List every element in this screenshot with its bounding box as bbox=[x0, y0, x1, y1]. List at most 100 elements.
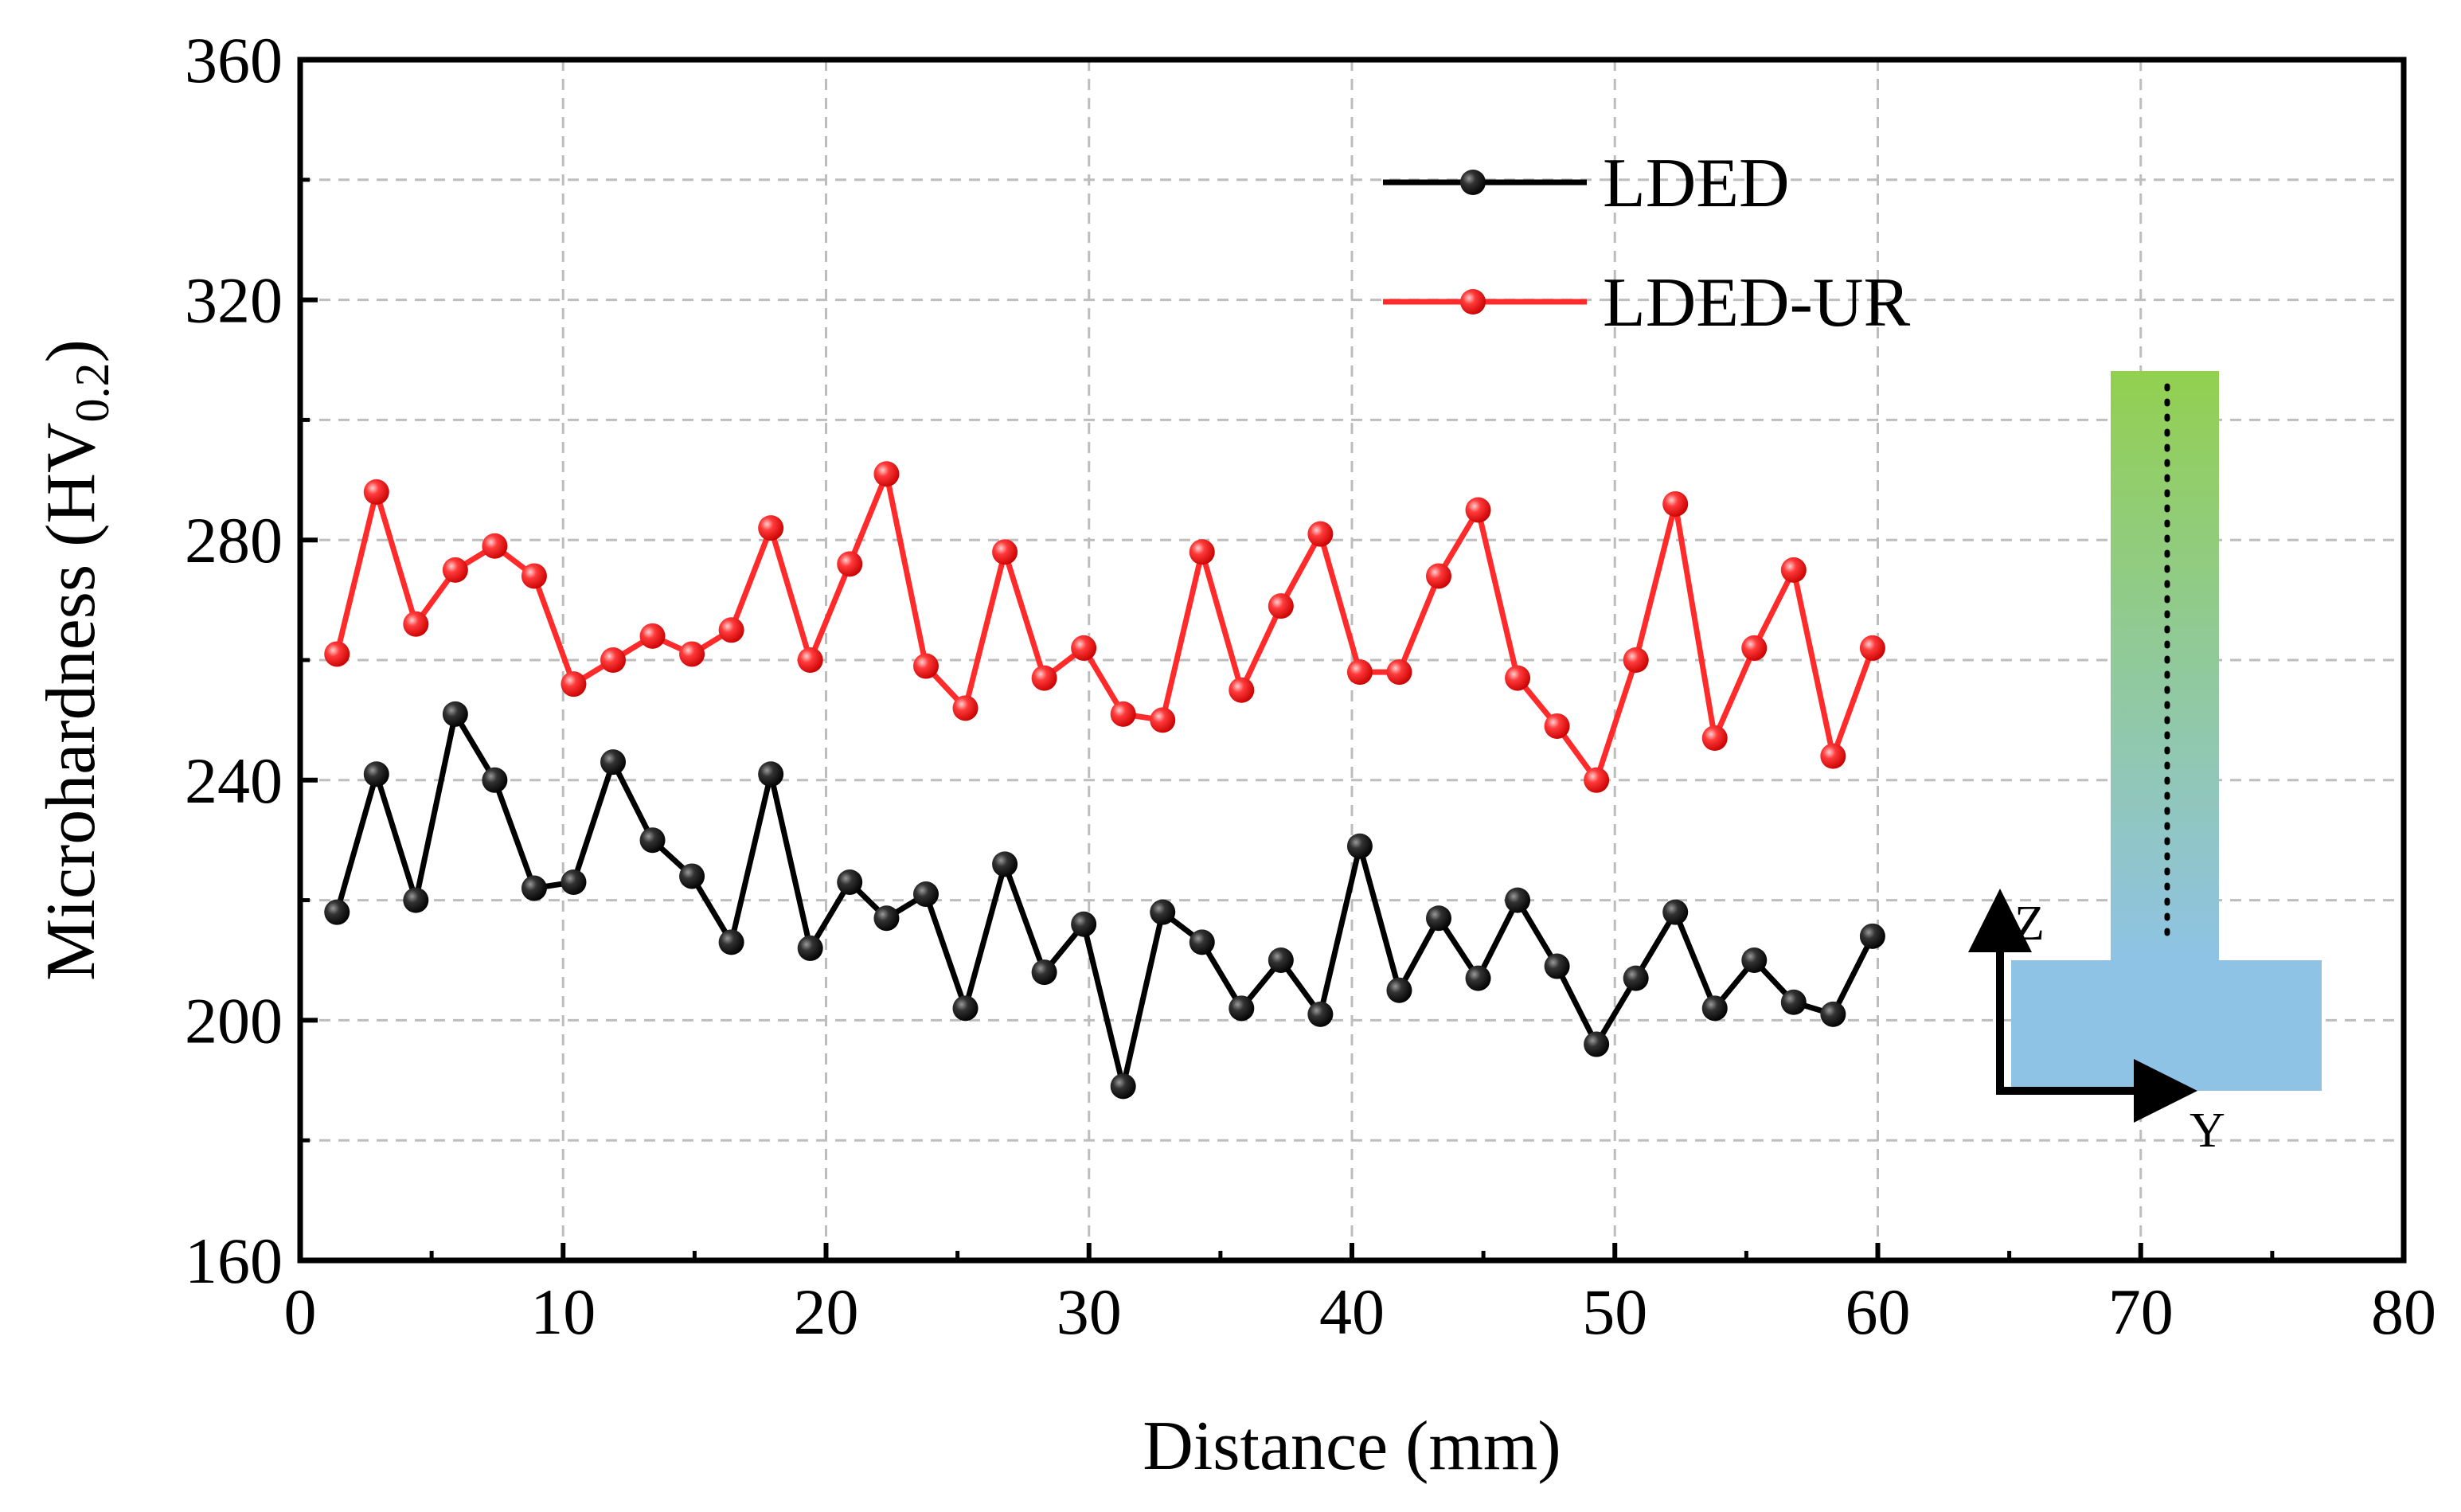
data-point-lded bbox=[639, 827, 666, 854]
legend-swatch-marker bbox=[1460, 170, 1486, 195]
data-point-lded bbox=[1505, 887, 1531, 913]
series-line-lded bbox=[334, 706, 1876, 1088]
data-point-lded bbox=[1150, 899, 1176, 925]
data-point-lded bbox=[1820, 1001, 1846, 1027]
legend-label: LDED bbox=[1603, 145, 1790, 222]
x-tick-label: 20 bbox=[794, 1276, 859, 1348]
data-point-lded-ur bbox=[1780, 557, 1807, 583]
data-series bbox=[324, 461, 1885, 1100]
data-point-lded bbox=[1031, 959, 1057, 986]
y-tick-label: 200 bbox=[185, 984, 283, 1057]
series-line-lded-ur bbox=[334, 464, 1876, 787]
data-point-lded-ur bbox=[992, 539, 1018, 565]
data-point-lded-ur bbox=[639, 623, 666, 649]
x-tick-label: 10 bbox=[530, 1276, 596, 1348]
data-point-lded bbox=[363, 761, 389, 787]
data-point-lded bbox=[912, 881, 939, 908]
inset-deposited-wall bbox=[2111, 371, 2219, 962]
data-point-lded-ur bbox=[718, 617, 744, 643]
data-point-lded-ur bbox=[1110, 701, 1136, 727]
data-point-lded bbox=[442, 701, 468, 727]
data-point-lded-ur bbox=[1859, 635, 1885, 661]
data-point-lded bbox=[1741, 947, 1768, 973]
data-point-lded bbox=[1780, 989, 1807, 1015]
data-point-lded-ur bbox=[482, 533, 508, 559]
data-point-lded-ur bbox=[1150, 707, 1176, 733]
data-point-lded bbox=[403, 887, 429, 913]
data-point-lded-ur bbox=[324, 641, 350, 667]
data-point-lded-ur bbox=[912, 653, 939, 679]
data-point-lded-ur bbox=[442, 557, 468, 583]
data-point-lded bbox=[1189, 929, 1215, 955]
data-point-lded bbox=[758, 761, 784, 787]
data-point-lded-ur bbox=[1425, 563, 1451, 589]
data-point-lded bbox=[1268, 947, 1294, 973]
data-point-lded-ur bbox=[1584, 767, 1610, 793]
series-lded bbox=[324, 701, 1885, 1100]
data-point-lded bbox=[1386, 977, 1412, 1003]
inset-t-part-sketch: Z Y bbox=[1968, 371, 2322, 1158]
y-axis-title: Microhardness (HV0.2) bbox=[33, 339, 119, 981]
data-point-lded-ur bbox=[1031, 665, 1057, 691]
x-tick-label: 50 bbox=[1582, 1276, 1647, 1348]
data-point-lded-ur bbox=[758, 515, 784, 541]
data-point-lded bbox=[718, 929, 744, 955]
legend-item-lded-ur: LDED-UR bbox=[1383, 264, 1910, 342]
data-point-lded bbox=[600, 749, 626, 776]
data-point-lded bbox=[1346, 833, 1373, 859]
data-point-lded bbox=[521, 875, 547, 901]
data-point-lded-ur bbox=[1544, 713, 1570, 739]
data-point-lded bbox=[837, 869, 863, 895]
x-tick-label: 0 bbox=[284, 1276, 317, 1348]
data-point-lded-ur bbox=[600, 647, 626, 673]
data-point-lded bbox=[1229, 995, 1255, 1022]
data-point-lded bbox=[679, 863, 705, 889]
data-point-lded-ur bbox=[1268, 593, 1294, 619]
legend: LDED LDED-UR bbox=[1383, 145, 1910, 342]
data-point-lded-ur bbox=[1623, 647, 1649, 673]
data-point-lded bbox=[1662, 899, 1689, 925]
x-tick-label: 30 bbox=[1057, 1276, 1122, 1348]
data-point-lded bbox=[1071, 911, 1097, 937]
y-tick-label: 360 bbox=[185, 24, 283, 96]
data-point-lded bbox=[1701, 995, 1728, 1022]
data-point-lded-ur bbox=[1701, 725, 1728, 752]
y-tick-label: 160 bbox=[185, 1225, 283, 1297]
data-point-lded bbox=[1465, 965, 1491, 991]
data-point-lded-ur bbox=[1741, 635, 1768, 661]
data-point-lded-ur bbox=[363, 479, 389, 505]
data-point-lded bbox=[1425, 905, 1451, 932]
data-point-lded-ur bbox=[1189, 539, 1215, 565]
data-point-lded-ur bbox=[403, 611, 429, 637]
data-point-lded-ur bbox=[873, 461, 900, 487]
y-axis-title-main: Microhardness (HV bbox=[33, 422, 110, 980]
legend-item-lded: LDED bbox=[1383, 145, 1790, 222]
data-point-lded-ur bbox=[952, 695, 979, 721]
x-tick-label: 40 bbox=[1319, 1276, 1385, 1348]
x-tick-label: 80 bbox=[2371, 1276, 2436, 1348]
data-point-lded-ur bbox=[1346, 659, 1373, 686]
grid-lines bbox=[300, 60, 2404, 1260]
y-axis-title-subscript: 0.2 bbox=[66, 362, 119, 422]
data-point-lded-ur bbox=[1662, 490, 1689, 517]
data-point-lded-ur bbox=[1307, 521, 1334, 547]
data-point-lded bbox=[873, 905, 900, 932]
data-point-lded bbox=[952, 995, 979, 1022]
x-tick-label: 70 bbox=[2108, 1276, 2174, 1348]
inset-y-label: Y bbox=[2190, 1104, 2225, 1158]
data-point-lded-ur bbox=[1505, 665, 1531, 691]
data-point-lded-ur bbox=[837, 551, 863, 577]
data-point-lded bbox=[561, 869, 587, 895]
y-tick-label: 280 bbox=[185, 504, 283, 576]
series-lded-ur bbox=[324, 461, 1885, 793]
data-point-lded-ur bbox=[679, 641, 705, 667]
data-point-lded-ur bbox=[521, 563, 547, 589]
legend-swatch-marker bbox=[1460, 289, 1486, 315]
inset-base-plate bbox=[2011, 960, 2322, 1091]
axis-ticks bbox=[298, 57, 2406, 1263]
data-point-lded bbox=[992, 851, 1018, 877]
data-point-lded-ur bbox=[561, 671, 587, 697]
x-axis-title: Distance (mm) bbox=[1143, 1408, 1561, 1485]
axis-tick-labels: 0 10 20 30 40 50 60 70 80 160 200 240 280 320 360 bbox=[185, 24, 2436, 1348]
